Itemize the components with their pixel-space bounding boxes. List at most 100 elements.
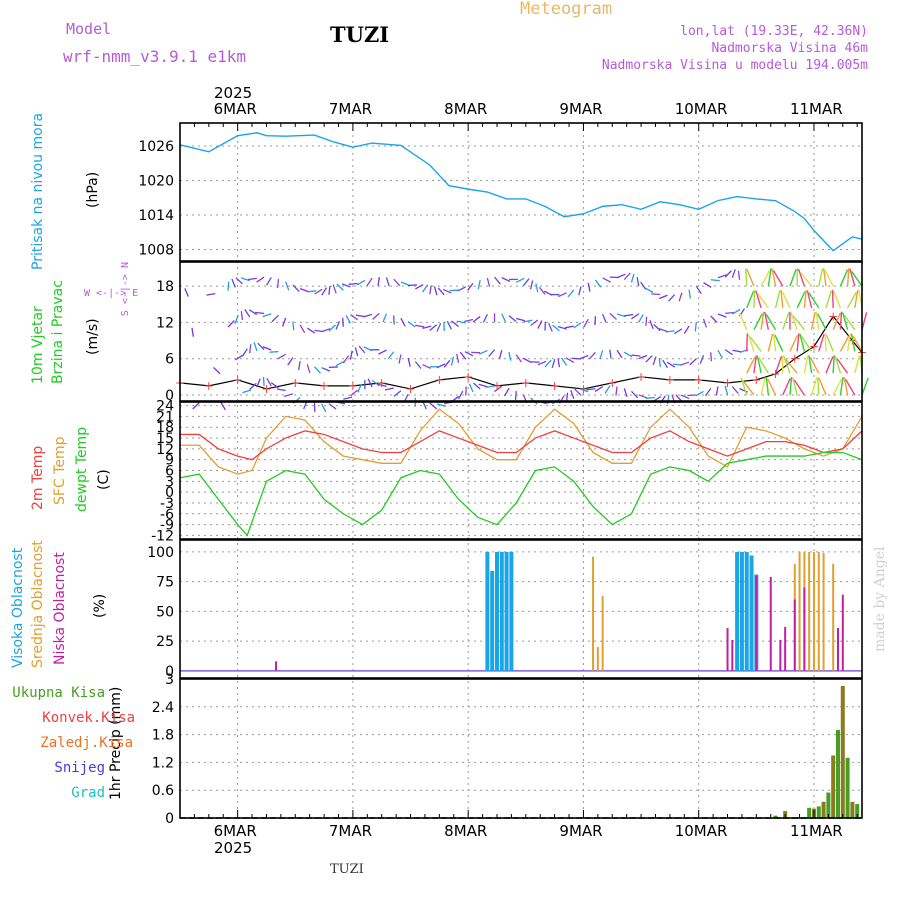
wind-arrow [854, 290, 859, 309]
wind-arrow [464, 351, 474, 357]
wind-arrow [485, 385, 495, 389]
wind-arrow [574, 388, 582, 396]
wind-arrow [321, 403, 327, 413]
day-label: 9MAR [559, 100, 603, 118]
wind-arrow [328, 403, 337, 410]
wind-arrow [616, 349, 623, 359]
wind-arrow [377, 383, 387, 387]
wind-arrow [789, 334, 799, 352]
wind-arrow [378, 349, 387, 355]
wind-arrow [790, 312, 798, 330]
precip-bar [845, 757, 850, 818]
day-label: 11MAR [789, 822, 843, 840]
y-tick-label: 100 [147, 545, 174, 561]
wind-arrow [408, 284, 418, 287]
wind-arrow [570, 390, 575, 399]
wind-arrow [429, 285, 432, 295]
wind-arrow [740, 377, 748, 396]
wind-arrow [350, 389, 358, 397]
day-label: 6MAR [213, 100, 257, 118]
wind-arrow [446, 320, 452, 330]
wind-arrow [336, 283, 344, 291]
wind-gust-marker: + [434, 373, 444, 387]
wind-arrow [832, 355, 835, 374]
wind-arrow [724, 270, 732, 278]
wind-arrow [623, 388, 628, 398]
precip-bar [831, 755, 836, 818]
model-elevation-label: Nadmorska Visina u modelu 194.005m [601, 58, 868, 73]
wind-arrow [234, 354, 244, 361]
precip-bar [840, 685, 845, 818]
wind-arrow [694, 322, 697, 332]
wind-arrow [255, 311, 265, 315]
wind-arrow [335, 360, 345, 367]
wind-arrow [257, 342, 265, 351]
wind-arrow [235, 396, 244, 397]
wind-arrow [459, 351, 467, 360]
cloud-bar [841, 594, 844, 671]
day-label: 9MAR [559, 822, 603, 840]
wind-arrow [825, 334, 834, 352]
wind-arrow [467, 282, 474, 291]
y-tick-label: 1020 [138, 174, 174, 190]
wind-arrow [256, 378, 261, 388]
wind-arrow [767, 333, 774, 352]
wind-arrow [262, 313, 272, 318]
wind-arrow [645, 396, 655, 399]
wind-arrow [623, 351, 633, 358]
wind-arrow [321, 287, 328, 296]
wind-arrow [578, 286, 582, 296]
precip-bar [850, 801, 855, 818]
wind-gust-marker: + [492, 379, 502, 393]
wind-arrow [760, 377, 766, 396]
wind-arrow [765, 313, 777, 331]
wind-arrow [831, 289, 834, 308]
wind-arrow [602, 277, 611, 283]
wind-arrow [248, 344, 252, 354]
wind-arrow [636, 277, 640, 287]
wind-arrow [192, 402, 200, 410]
wind-arrow [658, 358, 661, 368]
wind-arrow [673, 328, 683, 335]
wind-arrow [468, 383, 474, 393]
wind-arrow [806, 290, 813, 309]
wind-arrow [287, 357, 294, 366]
wind-arrow [393, 390, 402, 397]
cloud-bar [836, 628, 839, 671]
wind-arrow [281, 317, 287, 327]
wind-arrow [846, 291, 857, 309]
wind-arrow [854, 355, 860, 374]
wind-gust-marker: + [771, 367, 781, 381]
wind-arrow [818, 334, 825, 352]
wind-arrow [717, 274, 727, 279]
wind-arrow [737, 270, 741, 280]
temp2m-line [180, 430, 863, 461]
wind-arrow [231, 278, 236, 288]
wind-arrow [240, 277, 250, 282]
wind-arrow [710, 315, 718, 323]
wind-arrow [666, 361, 676, 368]
wind-gust-marker: + [607, 376, 617, 390]
wind-arrow [644, 287, 654, 294]
wind-arrow [746, 269, 755, 287]
wind-arrow [742, 380, 755, 396]
wind-arrow [839, 377, 844, 396]
wind-arrow [799, 333, 806, 352]
wind-arrow [747, 334, 755, 352]
cloud-bar [601, 595, 604, 671]
y-tick-label: 1014 [138, 208, 174, 224]
dewpoint-line [179, 451, 863, 537]
wind-arrow [771, 268, 777, 287]
wind-arrow [564, 325, 574, 329]
wind-arrow [407, 321, 416, 328]
wind-arrow [767, 268, 772, 287]
wind-arrow [683, 325, 690, 334]
wind-arrow [321, 367, 331, 372]
wind-arrow [557, 326, 567, 330]
wind-arrow [457, 390, 464, 400]
y-tick-label: 1.2 [152, 755, 174, 771]
wind-arrow [594, 386, 603, 393]
wind-arrow [757, 293, 769, 309]
y-tick-label: 6 [165, 352, 174, 368]
wind-arrow [809, 356, 820, 374]
